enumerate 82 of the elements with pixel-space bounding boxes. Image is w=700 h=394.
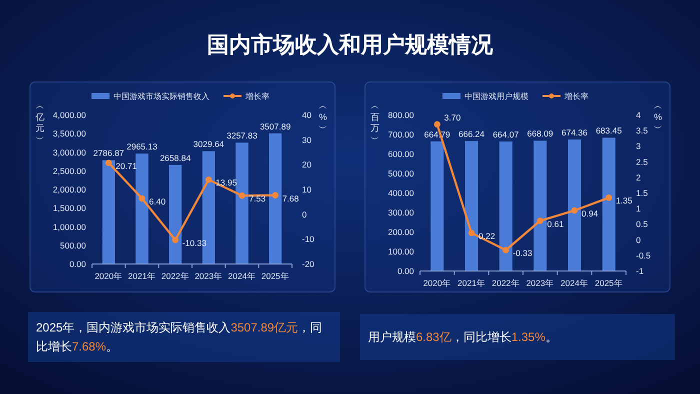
x-tick-label: 2020年 — [94, 271, 123, 281]
data-label: 20.71 — [116, 160, 138, 171]
data-label: 2965.13 — [126, 142, 158, 152]
y2-tick-label: 1 — [636, 204, 641, 214]
y-tick-label: 600.00 — [388, 149, 414, 159]
y-tick-label: 200.00 — [388, 227, 414, 237]
y-tick-label: 2,000.00 — [52, 184, 86, 194]
data-label: 3507.89 — [260, 121, 291, 132]
legend-label: 中国游戏用户规模 — [464, 92, 528, 101]
data-label: 7.53 — [249, 194, 266, 204]
legend-label: 增长率 — [564, 92, 588, 101]
data-label: -0.33 — [512, 248, 532, 258]
y-tick-label: 0.00 — [397, 266, 414, 276]
y2-tick-label: -10 — [302, 234, 315, 244]
y-tick-label: 0.00 — [69, 259, 86, 269]
x-tick-label: 2025年 — [261, 271, 290, 281]
data-label: 0.61 — [547, 218, 564, 229]
legend-label: 中国游戏市场实际销售收入 — [114, 92, 210, 101]
x-tick-label: 2024年 — [228, 271, 256, 281]
x-tick-label: 2023年 — [194, 271, 223, 281]
y-tick-label: 700.00 — [388, 130, 414, 140]
data-label: 3257.83 — [226, 130, 258, 141]
y2-tick-label: 0 — [302, 209, 307, 220]
data-label: 13.95 — [216, 178, 238, 188]
y2-tick-label: -0.5 — [636, 250, 651, 260]
y2-tick-label: 10 — [302, 184, 312, 194]
text: 2025年，国内游戏市场实际销售收入3507.89亿元，同比增长7.68%。 — [36, 320, 322, 354]
data-label: 3029.64 — [193, 139, 224, 150]
y2-tick-label: 1.5 — [636, 188, 648, 198]
text: 国内市场收入和用户规模情况 — [207, 32, 494, 57]
data-label: 683.45 — [596, 126, 622, 136]
y2-tick-label: 3.5 — [636, 126, 648, 136]
y2-tick-label: 0.5 — [636, 219, 648, 230]
data-label: 6.40 — [149, 196, 166, 206]
data-label: 674.36 — [562, 128, 588, 138]
y2-tick-label: 2 — [636, 172, 641, 182]
x-tick-label: 2023年 — [526, 278, 554, 288]
y-axis-title: ︵亿元︶ — [34, 101, 44, 144]
y-tick-label: 800.00 — [388, 110, 414, 120]
y-tick-label: 400.00 — [388, 188, 414, 198]
x-tick-label: 2020年 — [423, 278, 452, 288]
legend-label: 增长率 — [244, 92, 270, 101]
data-label: 2658.84 — [160, 152, 191, 163]
data-label: 1.35 — [616, 196, 633, 206]
data-label: 664.07 — [492, 130, 520, 140]
y2-tick-label: 0 — [636, 234, 641, 245]
text: 用户规模6.83亿，同比增长1.35%。 — [368, 330, 558, 344]
y2-axis-title: ︵%︶ — [654, 101, 662, 133]
y-tick-label: 3,500.00 — [52, 128, 86, 139]
y-tick-label: 1,000.00 — [52, 222, 86, 232]
data-label: 0.94 — [582, 208, 598, 218]
y-tick-label: 500.00 — [388, 168, 414, 178]
y-tick-label: 300.00 — [388, 208, 414, 218]
y2-tick-label: 2.5 — [636, 156, 648, 167]
x-tick-label: 2022年 — [161, 271, 190, 281]
y2-tick-label: -20 — [302, 259, 315, 269]
y-tick-label: 4,000.00 — [52, 110, 86, 120]
y2-tick-label: 40 — [302, 110, 312, 120]
x-tick-label: 2025年 — [594, 278, 623, 288]
y-axis-title: ︵百万︶ — [370, 101, 380, 144]
data-label: 2786.87 — [93, 148, 124, 158]
y2-tick-label: 20 — [302, 160, 312, 170]
y2-tick-label: 3 — [636, 141, 641, 152]
y2-tick-label: 4 — [636, 110, 641, 120]
y-tick-label: 2,500.00 — [52, 166, 86, 176]
data-label: -10.33 — [182, 238, 207, 248]
x-tick-label: 2022年 — [492, 278, 520, 288]
y-tick-label: 1,500.00 — [52, 203, 86, 214]
y2-axis-title: ︵%︶ — [318, 101, 328, 133]
y2-tick-label: -1 — [636, 266, 644, 276]
y-tick-label: 3,000.00 — [52, 147, 86, 158]
data-label: 7.68 — [282, 193, 300, 204]
x-tick-label: 2024年 — [560, 278, 588, 288]
data-label: 3.70 — [444, 112, 461, 122]
data-label: 666.24 — [458, 129, 485, 140]
data-label: 668.09 — [527, 128, 554, 139]
x-tick-label: 2021年 — [128, 271, 156, 281]
x-tick-label: 2021年 — [458, 278, 486, 288]
data-label: 0.22 — [478, 230, 496, 241]
y-tick-label: 100.00 — [388, 246, 414, 256]
y-tick-label: 500.00 — [60, 240, 86, 250]
y2-tick-label: 30 — [302, 134, 312, 145]
